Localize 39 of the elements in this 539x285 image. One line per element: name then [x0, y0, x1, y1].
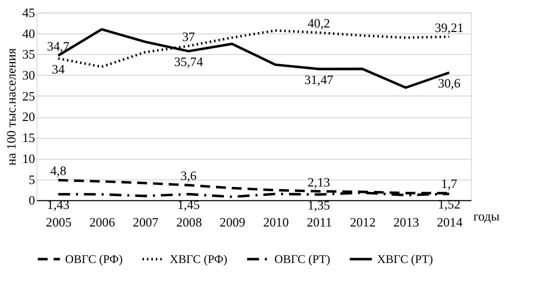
- y-tick-label: 35: [22, 48, 36, 62]
- data-label: 1,35: [308, 198, 330, 212]
- x-tick-label: 2008: [176, 215, 202, 230]
- data-label: 34: [52, 62, 66, 76]
- data-label: 2,13: [308, 175, 330, 190]
- x-tick-label: 2011: [306, 215, 332, 230]
- y-tick-label: 45: [22, 6, 36, 20]
- x-tick-label: 2009: [220, 215, 246, 230]
- y-tick-label: 15: [22, 131, 36, 146]
- legend-label: ХВГС (РФ): [170, 252, 228, 266]
- x-tick-label: 2006: [89, 215, 116, 230]
- y-tick-label: 25: [22, 89, 36, 104]
- x-tick-label: 2014: [436, 215, 464, 230]
- legend-label: ОВГС (РФ): [65, 252, 123, 266]
- x-tick-label: 2012: [350, 215, 376, 230]
- data-label: 40,2: [308, 16, 330, 31]
- y-tick-label: 5: [28, 172, 36, 187]
- y-tick-label: 0: [28, 194, 36, 208]
- x-tick-label: 2010: [263, 215, 289, 230]
- y-tick-label: 10: [22, 152, 36, 166]
- legend-label: ОВГС (РТ): [274, 252, 330, 266]
- y-tick-label: 30: [22, 68, 36, 83]
- data-label: 34,7: [47, 40, 70, 54]
- legend-label: ХВГС (РТ): [377, 252, 433, 266]
- data-label: 39,21: [434, 20, 464, 35]
- data-label: 3,6: [180, 169, 198, 184]
- data-label: 31,47: [304, 72, 334, 87]
- data-label: 1,7: [441, 177, 458, 192]
- x-tick-label: 2007: [132, 215, 160, 230]
- y-tick-label: 40: [22, 26, 36, 41]
- y-tick-label: 20: [22, 110, 36, 124]
- data-label: 37: [182, 30, 196, 44]
- x-axis-title: годы: [473, 209, 500, 224]
- y-axis-title: на 100 тыс.населения: [4, 48, 18, 166]
- data-label: 35,74: [174, 55, 204, 70]
- x-tick-label: 2005: [46, 215, 72, 230]
- data-label: 4,8: [50, 164, 66, 178]
- x-tick-label: 2013: [393, 215, 420, 230]
- data-label: 30,6: [438, 76, 461, 90]
